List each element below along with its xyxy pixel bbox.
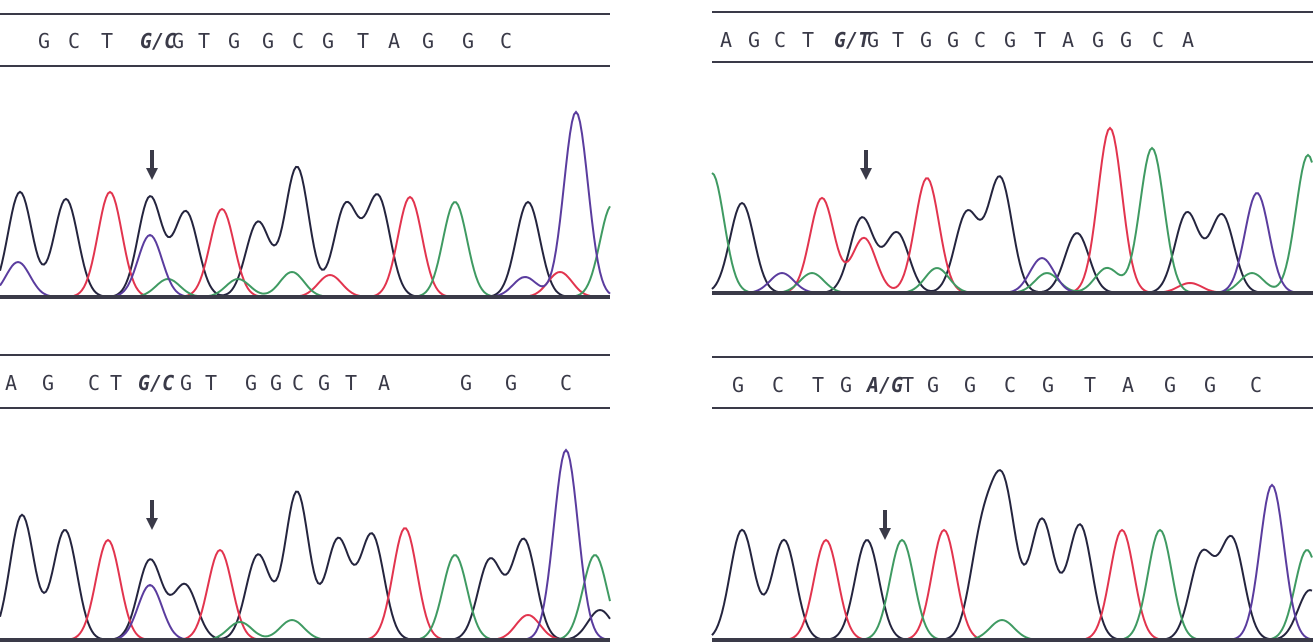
base-call: G: [172, 29, 184, 53]
trace-r: [784, 128, 1312, 293]
trace-r: [788, 530, 1312, 640]
base-call: T: [812, 373, 824, 397]
base-call: G: [748, 28, 760, 52]
base-call: T: [198, 29, 210, 53]
base-call: G: [920, 28, 932, 52]
base-call: G: [505, 371, 517, 395]
base-call: T: [357, 29, 369, 53]
base-call: C: [292, 29, 304, 53]
trace-g: [136, 202, 610, 297]
base-call: G: [1204, 373, 1216, 397]
variant-arrow-head: [146, 168, 158, 180]
base-call: G: [228, 29, 240, 53]
trace-k: [712, 470, 1312, 640]
base-call: A: [5, 371, 17, 395]
base-call: G: [867, 28, 879, 52]
chromatogram-figure: GCTG/CGTGGCGTAGGCAGCTG/TGTGGCGTAGGCAAGCT…: [0, 0, 1313, 643]
base-call: G: [1042, 373, 1054, 397]
base-call: T: [802, 28, 814, 52]
base-call: G: [1120, 28, 1132, 52]
base-call: C: [774, 28, 786, 52]
base-call: T: [205, 371, 217, 395]
trace-k: [712, 176, 1312, 293]
base-call: C: [68, 29, 80, 53]
base-call: C: [772, 373, 784, 397]
heterozygous-base: G/C: [140, 29, 176, 53]
trace-r: [72, 192, 610, 297]
base-call: C: [292, 371, 304, 395]
base-call: A: [378, 371, 390, 395]
base-call: G: [1164, 373, 1176, 397]
heterozygous-base: G/T: [834, 28, 871, 52]
variant-arrow-head: [146, 518, 158, 530]
base-call: G: [38, 29, 50, 53]
base-call: G: [840, 373, 852, 397]
base-call: G: [732, 373, 744, 397]
base-call: G: [460, 371, 472, 395]
base-call: T: [345, 371, 357, 395]
heterozygous-base: G/C: [138, 371, 174, 395]
base-call: A: [388, 29, 400, 53]
base-call: T: [902, 373, 914, 397]
base-call: G: [947, 28, 959, 52]
page: {"panels": [ {"sequence": ["G", "C", "T"…: [0, 0, 1313, 643]
base-call: T: [1084, 373, 1096, 397]
base-call: G: [270, 371, 282, 395]
base-call: T: [892, 28, 904, 52]
base-call: G: [964, 373, 976, 397]
base-call: G: [1004, 28, 1016, 52]
trace-k: [0, 167, 610, 297]
base-call: A: [720, 28, 732, 52]
base-call: C: [974, 28, 986, 52]
base-call: T: [101, 29, 113, 53]
base-call: G: [1092, 28, 1104, 52]
base-call: C: [1004, 373, 1016, 397]
base-call: G: [180, 371, 192, 395]
base-call: C: [500, 29, 512, 53]
base-call: C: [1152, 28, 1164, 52]
base-call: G: [318, 371, 330, 395]
base-call: C: [88, 371, 100, 395]
trace-k: [0, 492, 610, 640]
trace-p: [114, 450, 610, 640]
base-call: G: [422, 29, 434, 53]
base-call: G: [42, 371, 54, 395]
heterozygous-base: A/G: [865, 373, 903, 397]
base-call: T: [110, 371, 122, 395]
base-call: C: [1250, 373, 1262, 397]
trace-p: [750, 193, 1312, 293]
base-call: A: [1122, 373, 1134, 397]
base-call: A: [1182, 28, 1194, 52]
variant-arrow-head: [879, 528, 891, 540]
base-call: G: [245, 371, 257, 395]
base-call: G: [462, 29, 474, 53]
trace-p: [0, 112, 610, 297]
base-call: G: [322, 29, 334, 53]
base-call: T: [1034, 28, 1046, 52]
base-call: C: [560, 371, 572, 395]
base-call: G: [262, 29, 274, 53]
base-call: A: [1062, 28, 1074, 52]
variant-arrow-head: [860, 168, 872, 180]
base-call: G: [927, 373, 939, 397]
